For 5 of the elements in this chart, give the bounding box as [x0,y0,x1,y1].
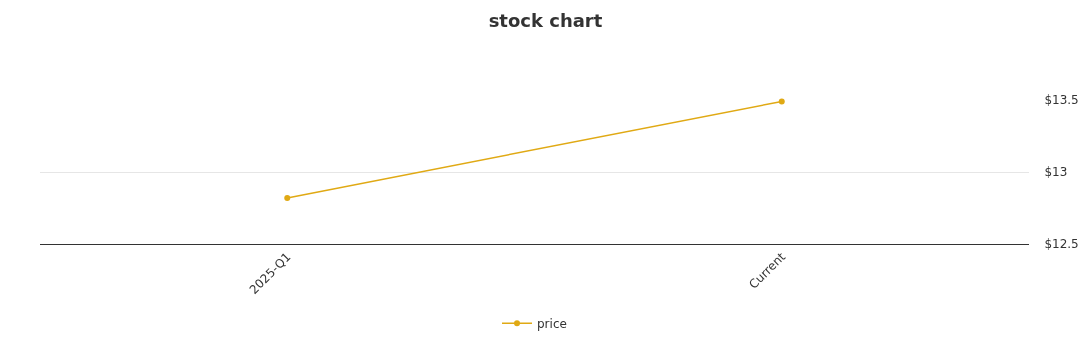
chart-title: stock chart [488,9,603,31]
y-tick-label: $12.5 [1044,237,1079,252]
y-tick-label: $13 [1044,165,1068,180]
legend-label: price [537,316,567,331]
y-tick-label: $13.5 [1044,93,1079,108]
